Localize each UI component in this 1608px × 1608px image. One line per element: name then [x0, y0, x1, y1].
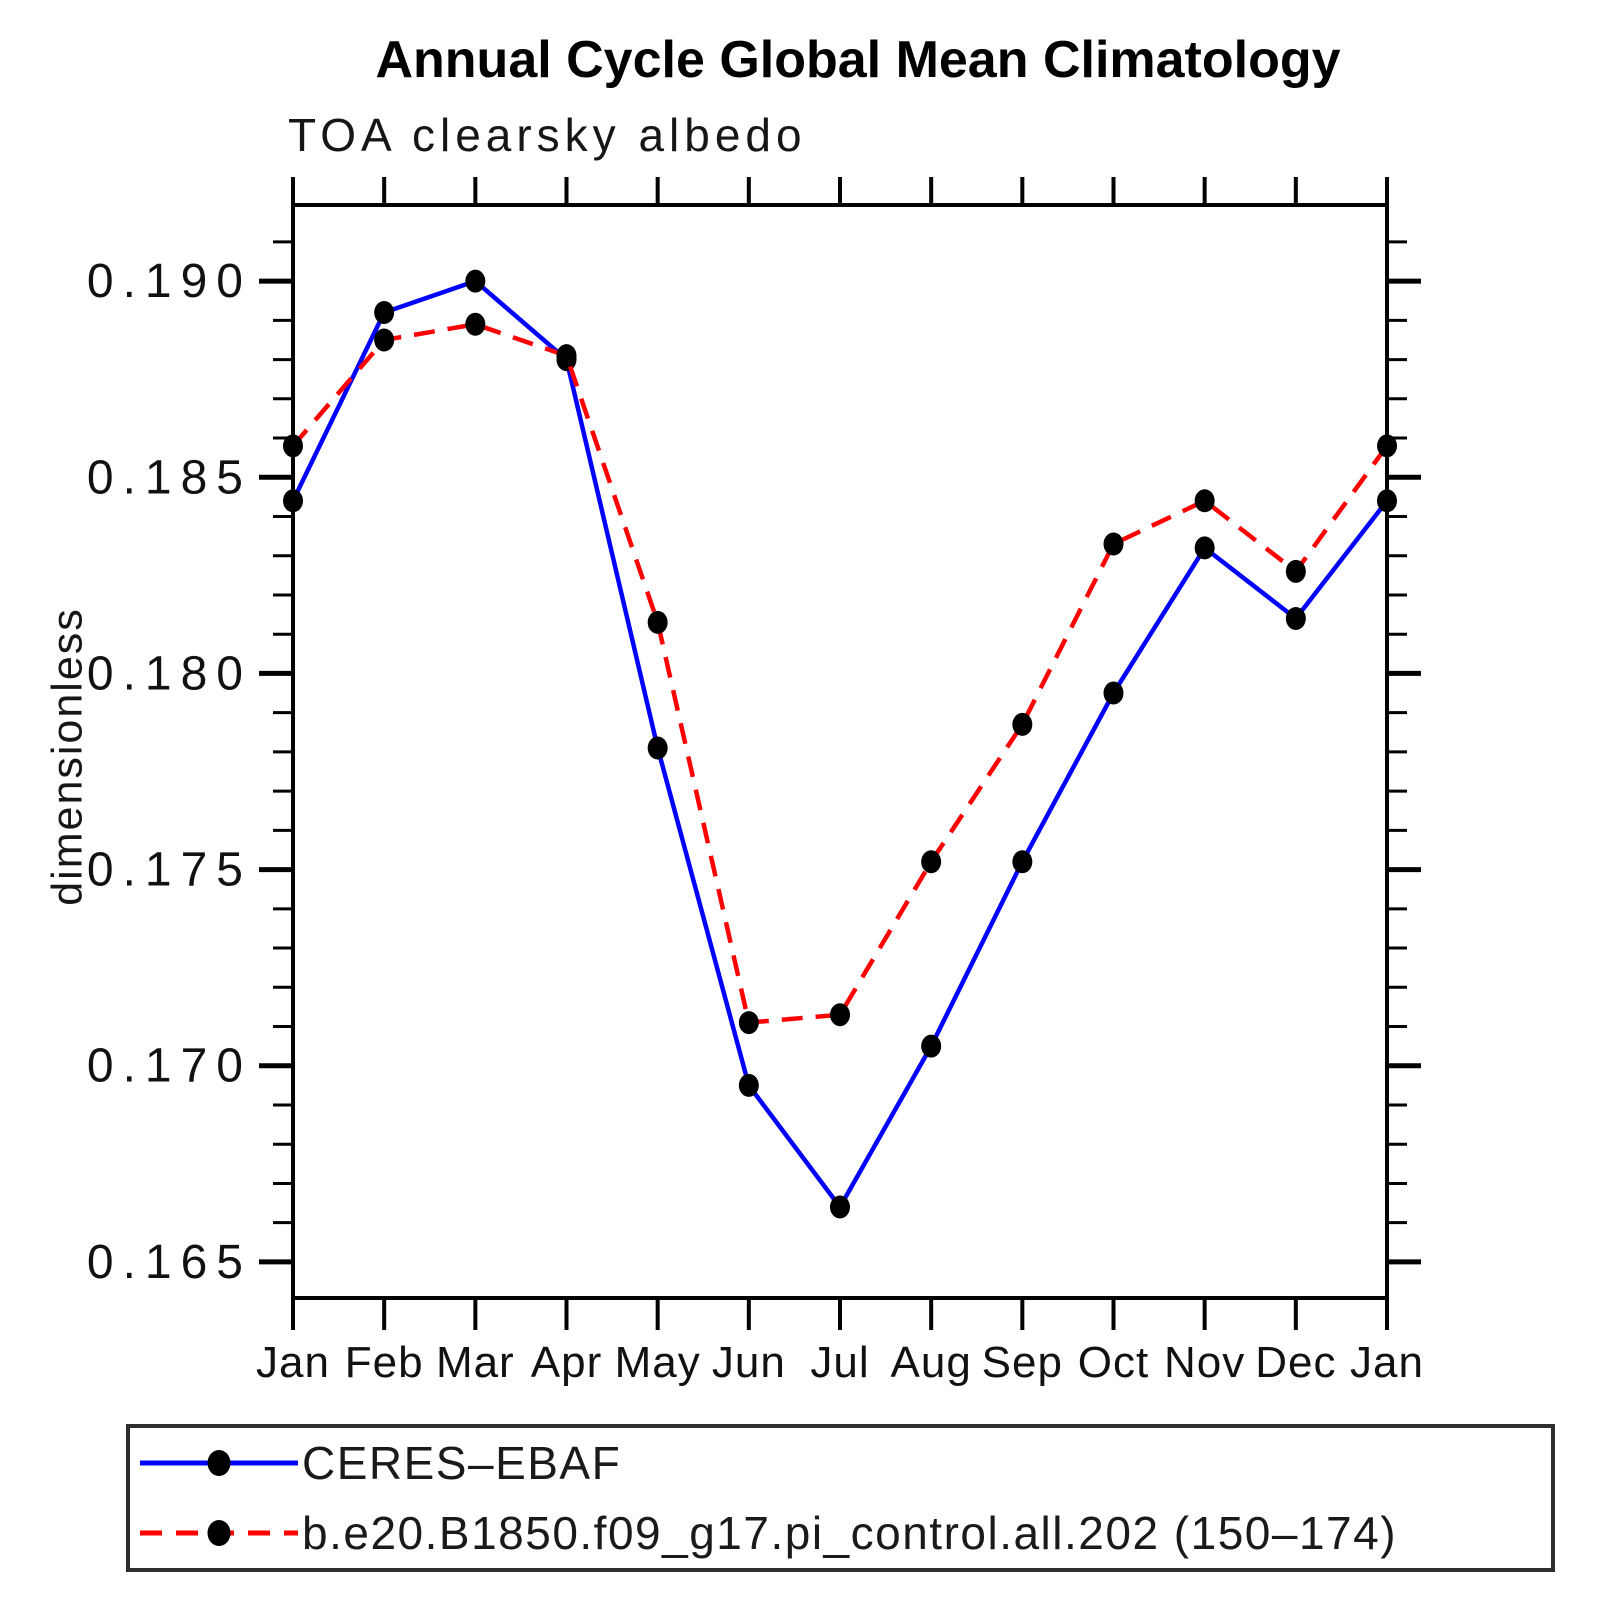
data-point-marker [1012, 850, 1033, 874]
data-point-marker [374, 300, 395, 324]
data-point-marker [374, 328, 395, 352]
data-point-marker [1285, 607, 1306, 631]
data-point-marker [1103, 532, 1124, 556]
data-point-marker [1377, 434, 1397, 458]
legend-label-ceres-ebaf: CERES–EBAF [302, 1437, 622, 1489]
data-point-marker [921, 850, 942, 874]
data-point-marker [283, 434, 303, 458]
x-tick-label: Aug [891, 1338, 972, 1387]
data-point-marker [283, 489, 303, 513]
legend-label-model: b.e20.B1850.f09_g17.pi_control.all.202 (… [302, 1507, 1398, 1559]
x-tick-label: Apr [531, 1338, 602, 1387]
data-point-marker [1377, 489, 1397, 513]
plot-area: Jan Feb Mar Apr May Jun Jul Aug Sep Oct Nov Dec Jan0… [87, 177, 1424, 1387]
y-tick-label: 0.190 [87, 255, 252, 308]
data-point-marker [1194, 489, 1215, 513]
legend-item-ceres-ebaf: CERES–EBAF [136, 1432, 1551, 1494]
data-point-marker [1285, 559, 1306, 583]
x-tick-label: Jan [1350, 1338, 1424, 1387]
y-tick-label: 0.175 [87, 844, 252, 897]
x-tick-label: Mar [436, 1338, 515, 1387]
legend-marker-dot [207, 1450, 231, 1476]
data-point-marker [556, 344, 577, 368]
x-tick-label: Jan [256, 1338, 330, 1387]
data-point-marker [1194, 536, 1215, 560]
y-tick-label: 0.170 [87, 1040, 252, 1093]
chart-title: Annual Cycle Global Mean Climatology [375, 31, 1341, 89]
legend-item-model: b.e20.B1850.f09_g17.pi_control.all.202 (… [136, 1502, 1551, 1564]
legend-marker-dot [207, 1520, 231, 1546]
data-point-marker [830, 1195, 850, 1219]
data-point-marker [465, 312, 486, 336]
x-tick-label: May [615, 1338, 701, 1387]
x-tick-label: Oct [1078, 1338, 1149, 1387]
legend: CERES–EBAF b.e20.B1850.f09_g17.pi_contro… [126, 1424, 1555, 1572]
y-tick-label: 0.165 [87, 1236, 252, 1289]
data-point-marker [738, 1073, 759, 1097]
data-point-marker [830, 1003, 850, 1027]
y-tick-label: 0.180 [87, 647, 252, 700]
data-point-marker [738, 1011, 759, 1035]
plot-frame [291, 203, 1389, 1300]
series-line-model [291, 322, 1389, 1025]
legend-sample-solid-line [140, 1450, 298, 1476]
x-tick-label: Jun [712, 1338, 786, 1387]
data-point-marker [1012, 712, 1033, 736]
data-point-marker [1103, 681, 1124, 705]
x-tick-label: Nov [1164, 1338, 1245, 1387]
series-line-ceres-ebaf [290, 278, 1389, 1210]
x-tick-label: Feb [345, 1338, 424, 1387]
x-tick-label: Sep [982, 1338, 1063, 1387]
x-tick-label: Jul [810, 1338, 869, 1387]
x-tick-label: Dec [1255, 1338, 1336, 1387]
data-point-marker [647, 610, 668, 634]
data-point-marker [921, 1034, 942, 1058]
data-point-marker [647, 736, 668, 760]
legend-sample-dashed-line [140, 1520, 298, 1546]
y-tick-label: 0.185 [87, 451, 252, 504]
data-point-marker [465, 269, 486, 293]
chart-subtitle: TOA clearsky albedo [288, 109, 807, 161]
